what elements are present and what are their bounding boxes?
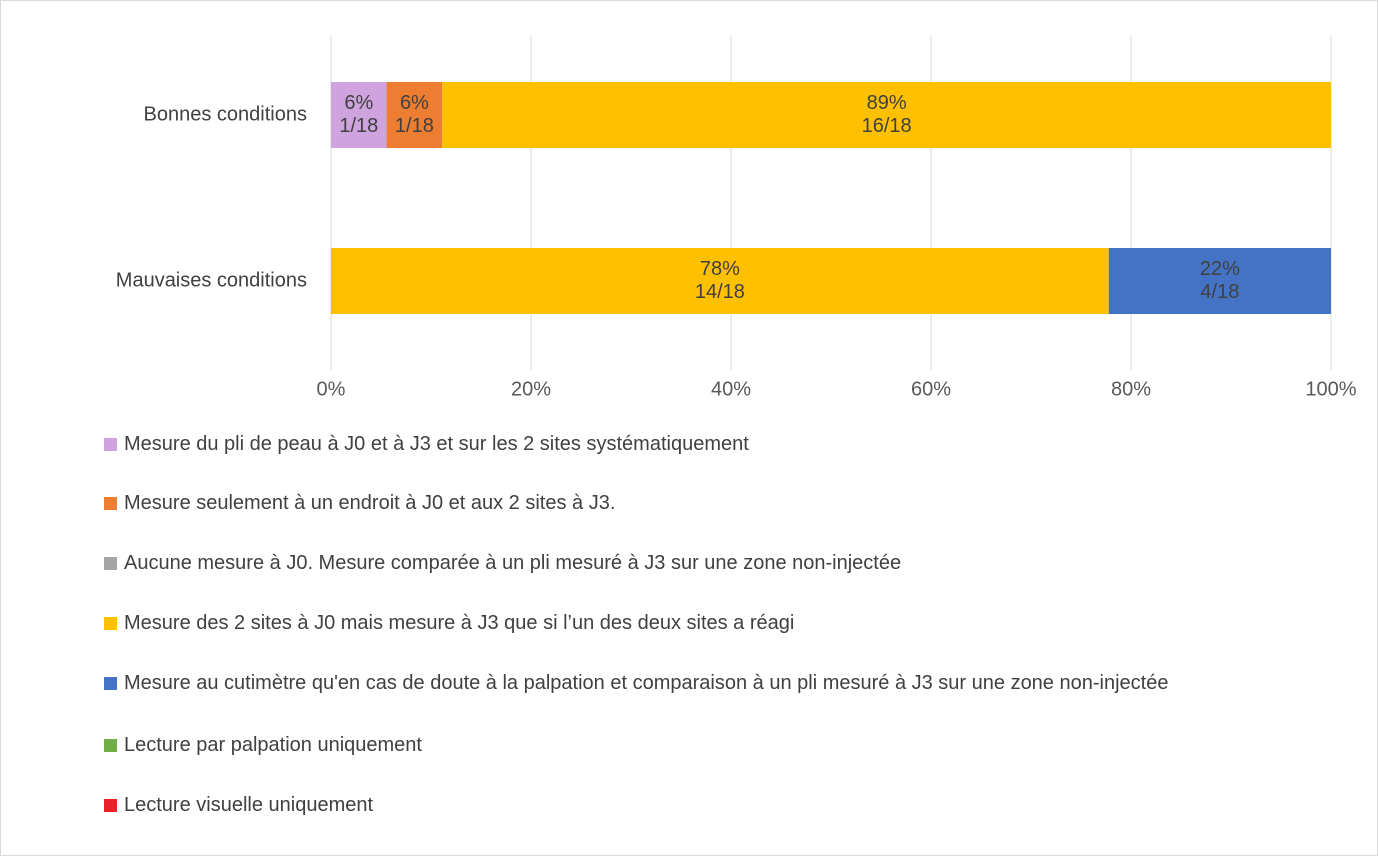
bar-segment bbox=[331, 248, 1109, 314]
data-label-line: 16/18 bbox=[862, 115, 912, 137]
data-label: 22% 4/18 bbox=[1200, 258, 1240, 303]
bar-segment bbox=[331, 82, 387, 148]
x-tick-label: 60% bbox=[911, 378, 951, 400]
data-label-line: 1/18 bbox=[395, 115, 434, 137]
bar-segment bbox=[386, 82, 443, 148]
x-tick-label: 40% bbox=[711, 378, 751, 400]
data-label-line: 89% bbox=[867, 92, 907, 114]
data-label-line: 4/18 bbox=[1200, 281, 1239, 303]
data-label-line: 78% bbox=[700, 258, 740, 280]
data-label: 6% 1/18 bbox=[395, 92, 434, 137]
category-label: Mauvaises conditions bbox=[116, 269, 307, 291]
data-label-line: 6% bbox=[400, 92, 429, 114]
data-label: 78% 14/18 bbox=[695, 258, 745, 303]
data-label-line: 22% bbox=[1200, 258, 1240, 280]
category-label: Bonnes conditions bbox=[144, 103, 307, 125]
data-label-line: 6% bbox=[344, 92, 373, 114]
data-label-line: 1/18 bbox=[339, 115, 378, 137]
x-tick-label: 80% bbox=[1111, 378, 1151, 400]
x-tick-label: 20% bbox=[511, 378, 551, 400]
bar-segment bbox=[1108, 248, 1331, 314]
data-label: 6% 1/18 bbox=[339, 92, 378, 137]
x-tick-label: 100% bbox=[1305, 378, 1356, 400]
data-label-line: 14/18 bbox=[695, 281, 745, 303]
data-label: 89% 16/18 bbox=[862, 92, 912, 137]
x-tick-label: 0% bbox=[317, 378, 346, 400]
bar-segment bbox=[442, 82, 1332, 148]
